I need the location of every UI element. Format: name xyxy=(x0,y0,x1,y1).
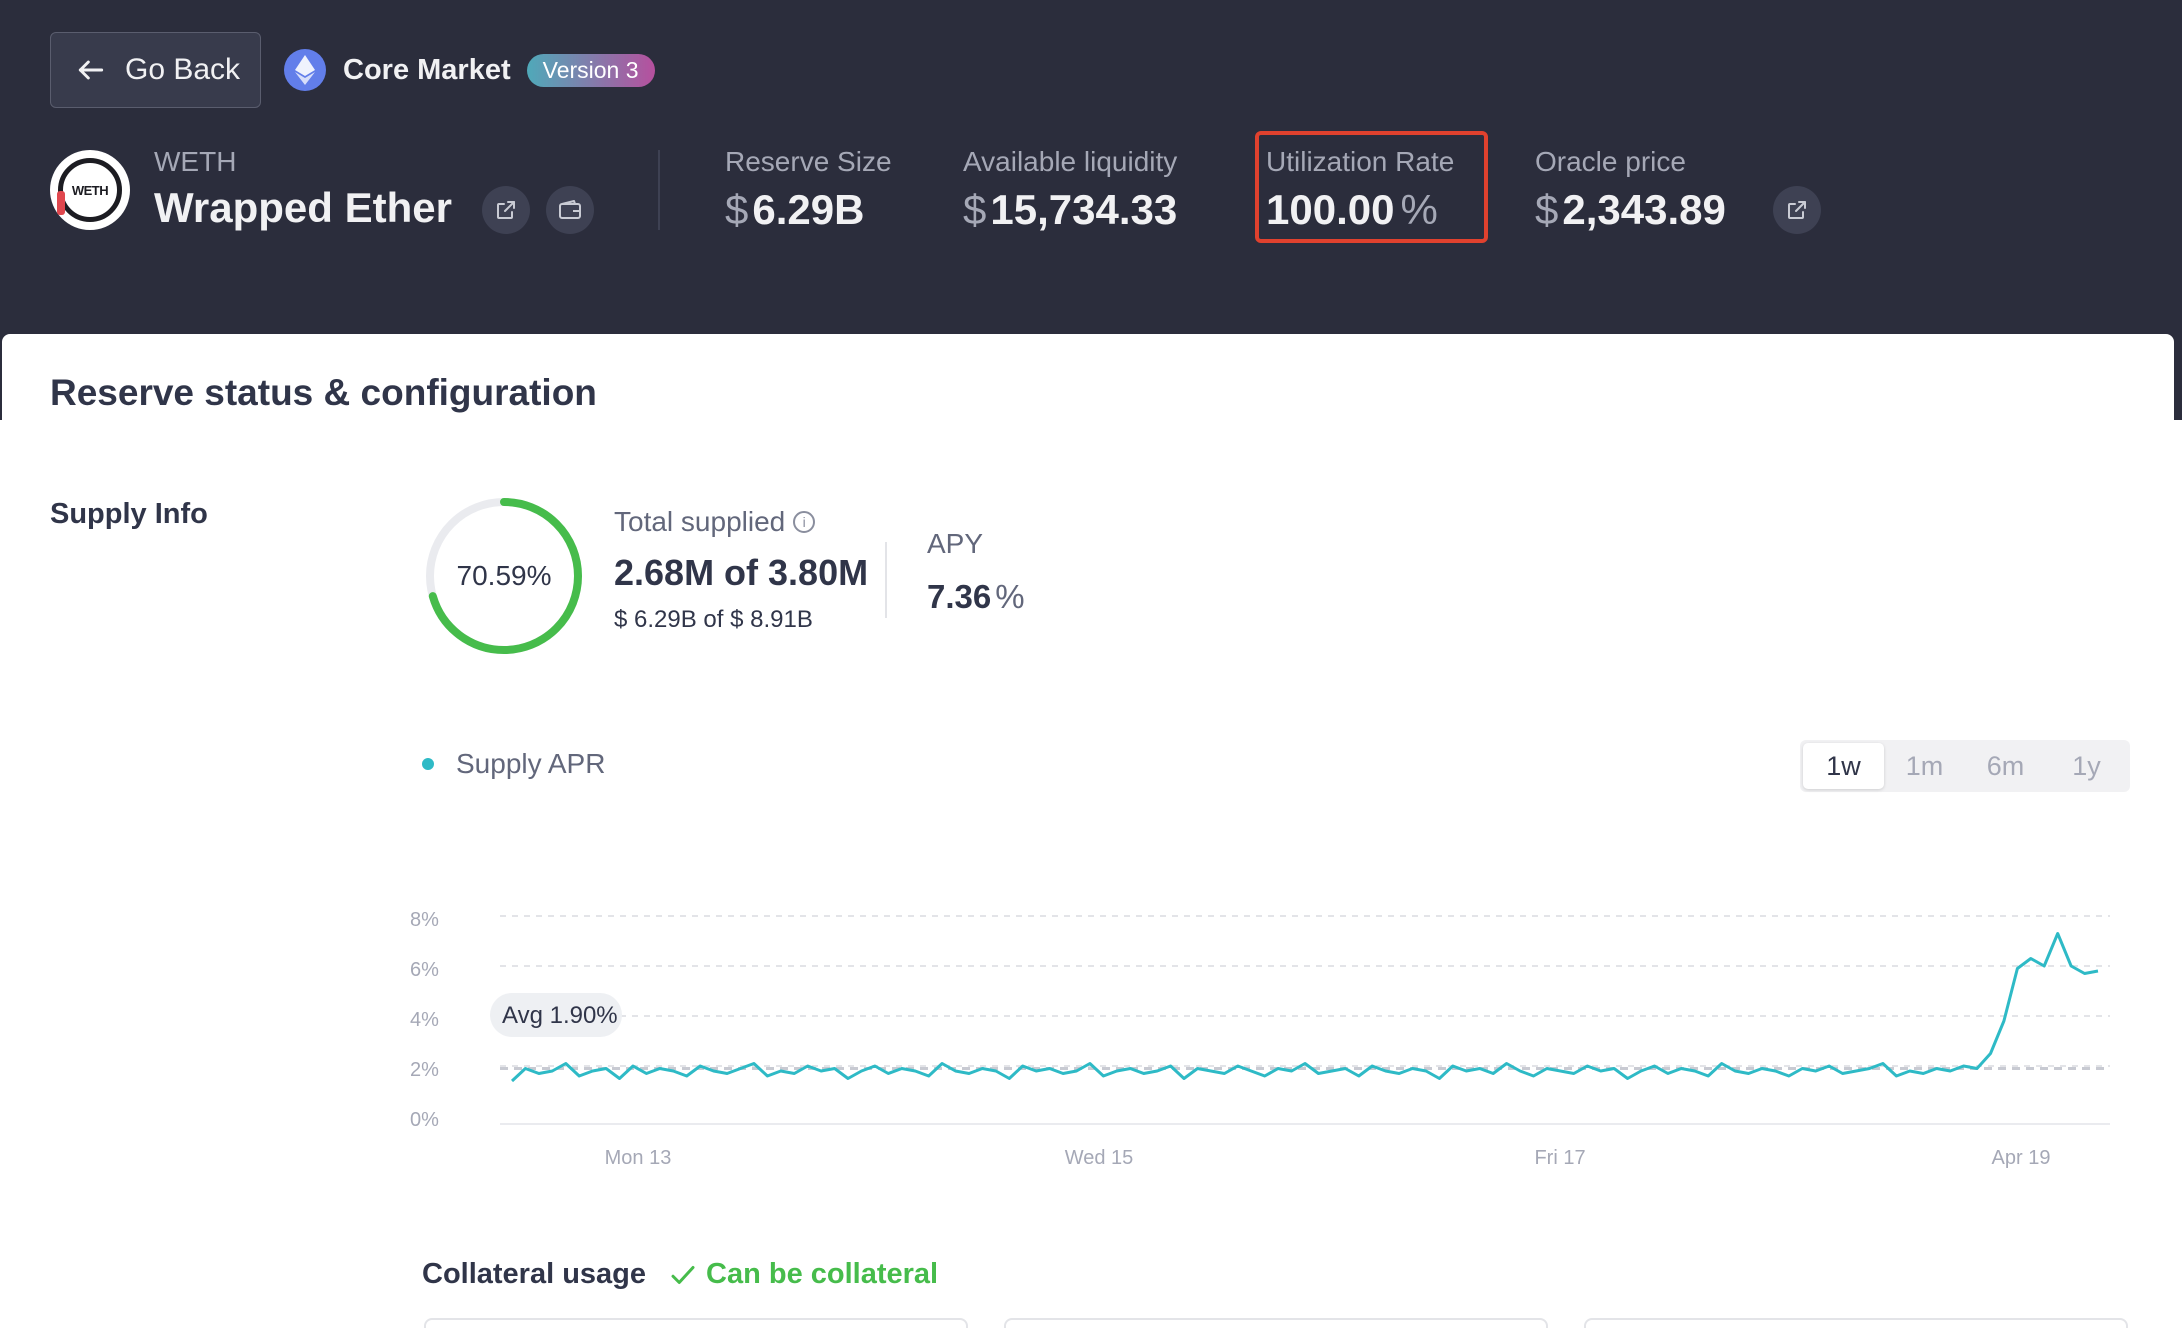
reserve-size-label: Reserve Size xyxy=(725,146,892,177)
available-liquidity-stat: Available liquidity $15,734.33 xyxy=(963,146,1177,234)
go-back-label: Go Back xyxy=(125,53,241,86)
weth-logo-text: WETH xyxy=(71,182,109,198)
legend-dot xyxy=(422,758,434,770)
header-divider xyxy=(658,150,660,230)
apy-value: 7.36 xyxy=(927,578,992,615)
check-icon xyxy=(671,1265,695,1284)
market-selector[interactable]: Core Market Version 3 xyxy=(284,48,655,92)
collateral-card xyxy=(424,1318,968,1328)
wallet-icon[interactable] xyxy=(546,186,594,234)
market-name: Core Market xyxy=(343,53,511,86)
currency-symbol: $ xyxy=(1535,186,1559,233)
time-range-tabs: 1w 1m 6m 1y xyxy=(1800,740,2130,792)
weth-logo: WETH xyxy=(50,150,130,230)
section-title: Reserve status & configuration xyxy=(50,372,597,413)
collateral-usage-label: Collateral usage xyxy=(422,1258,647,1290)
utilization-rate-value: 100.00 xyxy=(1266,186,1395,233)
oracle-external-link-icon[interactable] xyxy=(1773,186,1821,234)
oracle-price-label: Oracle price xyxy=(1535,146,1686,177)
apy-label: APY xyxy=(927,528,984,559)
legend-label: Supply APR xyxy=(456,748,606,779)
asset-symbol: WETH xyxy=(154,146,237,177)
collateral-usage-row: Collateral usage Can be collateral xyxy=(422,1258,938,1291)
available-liquidity-value: 15,734.33 xyxy=(990,186,1178,233)
range-tab-1m[interactable]: 1m xyxy=(1905,750,1944,781)
y-tick-label: 6% xyxy=(410,959,439,981)
supply-divider xyxy=(885,542,887,618)
collateral-card xyxy=(1584,1318,2128,1328)
currency-symbol: $ xyxy=(725,186,749,233)
collateral-status-text: Can be collateral xyxy=(706,1258,939,1290)
utilization-highlight-box xyxy=(1255,131,1488,243)
external-link-icon[interactable] xyxy=(482,186,530,234)
supply-info-label: Supply Info xyxy=(50,498,208,530)
y-tick-label: 2% xyxy=(410,1059,439,1081)
supply-progress-ring: 70.59% xyxy=(422,494,586,658)
average-label: Avg 1.90% xyxy=(502,1002,618,1029)
supply-ring-percent: 70.59% xyxy=(456,560,552,591)
reserve-status-card: Reserve status & configuration Supply In… xyxy=(2,334,2174,1328)
x-tick-label: Fri 17 xyxy=(1534,1147,1585,1169)
collateral-card xyxy=(1004,1318,1548,1328)
arrow-left-icon xyxy=(78,60,104,80)
supply-ring-fill xyxy=(426,498,582,654)
collateral-status: Can be collateral xyxy=(668,1258,938,1291)
currency-symbol: $ xyxy=(963,186,987,233)
utilization-rate-label: Utilization Rate xyxy=(1266,146,1455,177)
total-supplied-value: 2.68M of 3.80M xyxy=(614,552,869,593)
version-badge: Version 3 xyxy=(526,53,655,87)
asset-name: Wrapped Ether xyxy=(154,184,452,231)
oracle-price-stat: Oracle price $2,343.89 xyxy=(1535,146,1726,234)
range-tab-6m[interactable]: 6m xyxy=(1986,750,2025,781)
x-tick-label: Mon 13 xyxy=(605,1147,672,1169)
total-supplied-label: Total supplied xyxy=(614,506,786,537)
utilization-rate-stat: Utilization Rate 100.00% xyxy=(1266,146,1454,234)
apy-suffix: % xyxy=(995,578,1025,615)
supply-apr-line xyxy=(510,932,2099,1083)
chart-legend: Supply APR xyxy=(422,748,605,780)
info-icon[interactable]: i xyxy=(793,511,816,533)
total-supplied-label-row: Total supplied i xyxy=(614,506,816,538)
oracle-price-value: 2,343.89 xyxy=(1562,186,1726,233)
go-back-button[interactable]: Go Back xyxy=(50,32,261,108)
y-tick-label: 0% xyxy=(410,1109,439,1131)
reserve-size-stat: Reserve Size $6.29B xyxy=(725,146,892,234)
y-tick-label: 8% xyxy=(410,909,439,931)
x-tick-label: Apr 19 xyxy=(1992,1147,2051,1169)
range-tab-1y[interactable]: 1y xyxy=(2072,750,2101,781)
y-tick-label: 4% xyxy=(410,1009,439,1031)
supply-apr-chart: 8% 6% 4% 2% 0% Mon 13 Wed 15 Fri 17 Apr 19 Avg … xyxy=(410,909,2110,1169)
average-badge: Avg 1.90% xyxy=(490,993,622,1037)
percent-suffix: % xyxy=(1400,186,1438,233)
range-tab-1w[interactable]: 1w xyxy=(1803,743,1884,789)
x-tick-label: Wed 15 xyxy=(1065,1147,1134,1169)
reserve-size-value: 6.29B xyxy=(752,186,865,233)
total-supplied-usd: $ 6.29B of $ 8.91B xyxy=(614,606,813,633)
apy-value-row: 7.36% xyxy=(927,578,1025,616)
available-liquidity-label: Available liquidity xyxy=(963,146,1178,177)
ethereum-icon xyxy=(284,49,326,91)
